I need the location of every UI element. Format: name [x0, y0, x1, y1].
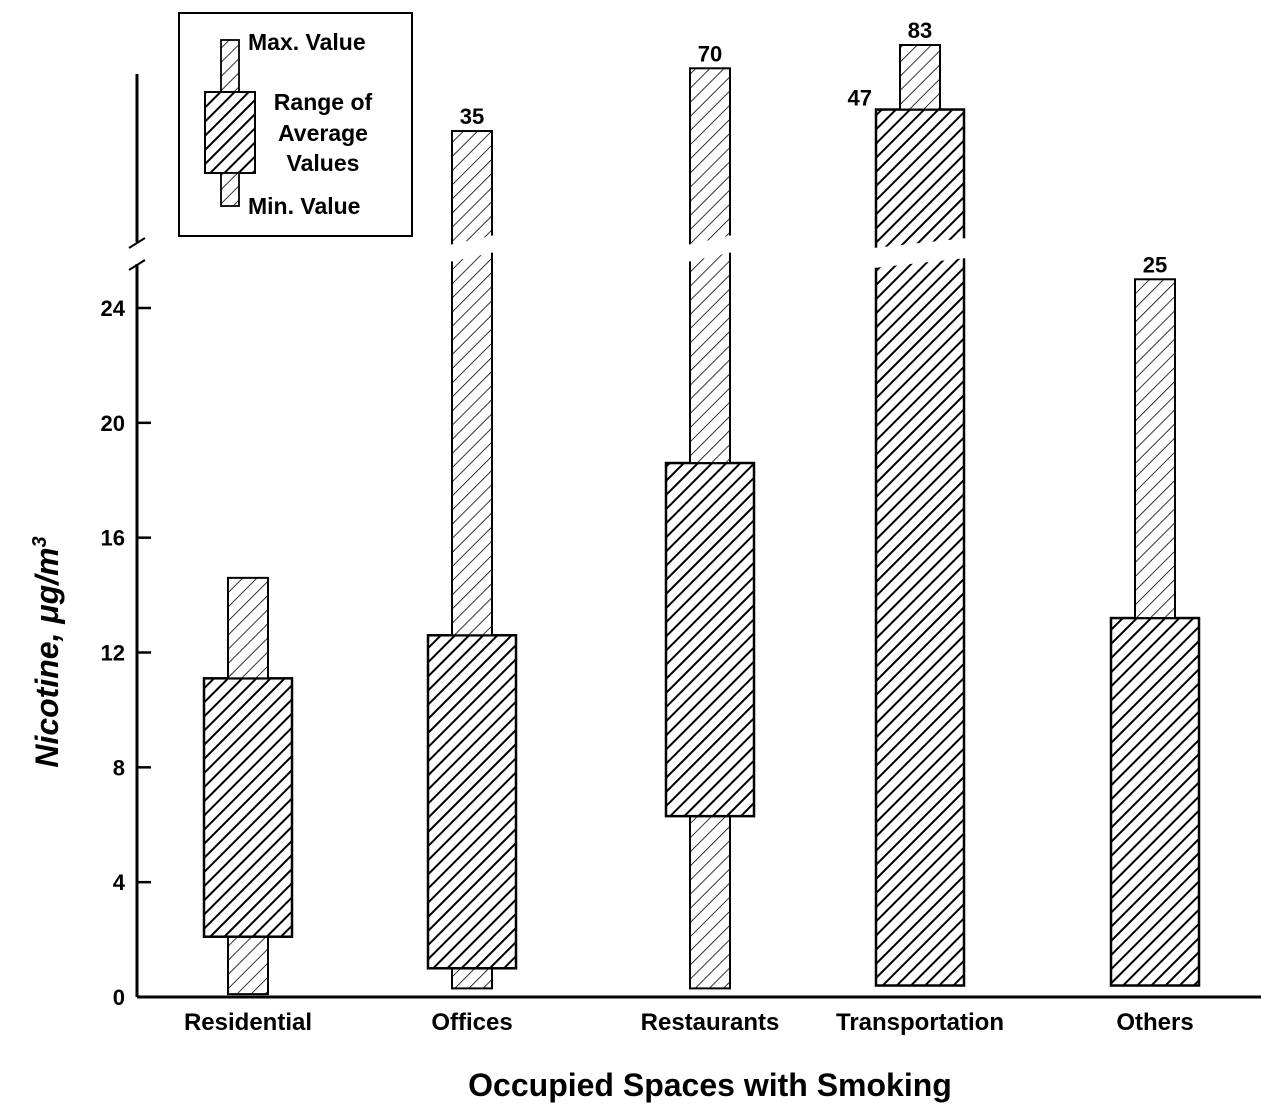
max-value-label: 25 [1143, 252, 1167, 277]
bar-average-range [426, 634, 518, 970]
category-label: Restaurants [641, 1009, 780, 1036]
y-tick-label: 24 [101, 296, 126, 321]
y-axis-break-mark [128, 237, 146, 249]
bar-max-segment [451, 130, 493, 637]
legend-range-swatch [204, 91, 256, 174]
bars-group [202, 44, 1201, 996]
y-axis-title: Nicotine, μg/m3 [29, 536, 65, 767]
bar-min-segment [451, 967, 493, 990]
axes [128, 74, 1261, 999]
bar-max-segment [689, 67, 731, 465]
y-tick-label: 4 [113, 870, 126, 895]
max-value-label: 70 [698, 41, 722, 66]
bar-max-segment [1134, 278, 1176, 620]
legend-range-label-3: Values [287, 150, 360, 176]
y-tick-label: 8 [113, 755, 125, 780]
bar-average-range [1109, 616, 1201, 987]
labels-group: 0 4 8 12 16 20 24 Residential Offices 35 Restauran… [101, 18, 1194, 1036]
y-tick-label: 20 [101, 411, 125, 436]
bar-min-segment [689, 815, 731, 990]
category-label: Offices [431, 1009, 512, 1036]
max-value-label: 35 [460, 104, 484, 129]
category-label: Residential [184, 1009, 312, 1036]
legend-min-label: Min. Value [248, 193, 360, 219]
bar-average-range [202, 677, 294, 938]
bar-break-gap [687, 235, 733, 262]
y-axis-title-sup: 3 [29, 536, 51, 547]
max-value-label: 83 [908, 18, 932, 43]
category-label: Others [1116, 1009, 1193, 1036]
bar-break-gap [449, 235, 495, 262]
legend-range-label-2: Average [278, 120, 368, 146]
legend: Max. Value Range of Average Values Min. … [178, 12, 413, 237]
y-axis-break-mark [128, 259, 146, 271]
bar-min-segment [227, 935, 269, 996]
y-axis-title-main: Nicotine, μg/m [29, 547, 65, 767]
legend-max-swatch [220, 39, 240, 93]
category-label: Transportation [836, 1009, 1004, 1036]
y-tick-label: 0 [113, 985, 125, 1010]
bar-max-segment [899, 44, 941, 111]
legend-max-label: Max. Value [248, 29, 366, 55]
bar-average-range [664, 461, 756, 818]
bar-max-segment [227, 576, 269, 680]
x-axis-title: Occupied Spaces with Smoking [468, 1067, 952, 1103]
legend-min-swatch [220, 172, 240, 207]
y-tick-label: 16 [101, 526, 125, 551]
bar-break-gap [873, 238, 967, 268]
legend-range-label-1: Range of [274, 89, 373, 115]
avg-high-value-label: 47 [848, 86, 872, 111]
y-tick-label: 12 [101, 641, 125, 666]
